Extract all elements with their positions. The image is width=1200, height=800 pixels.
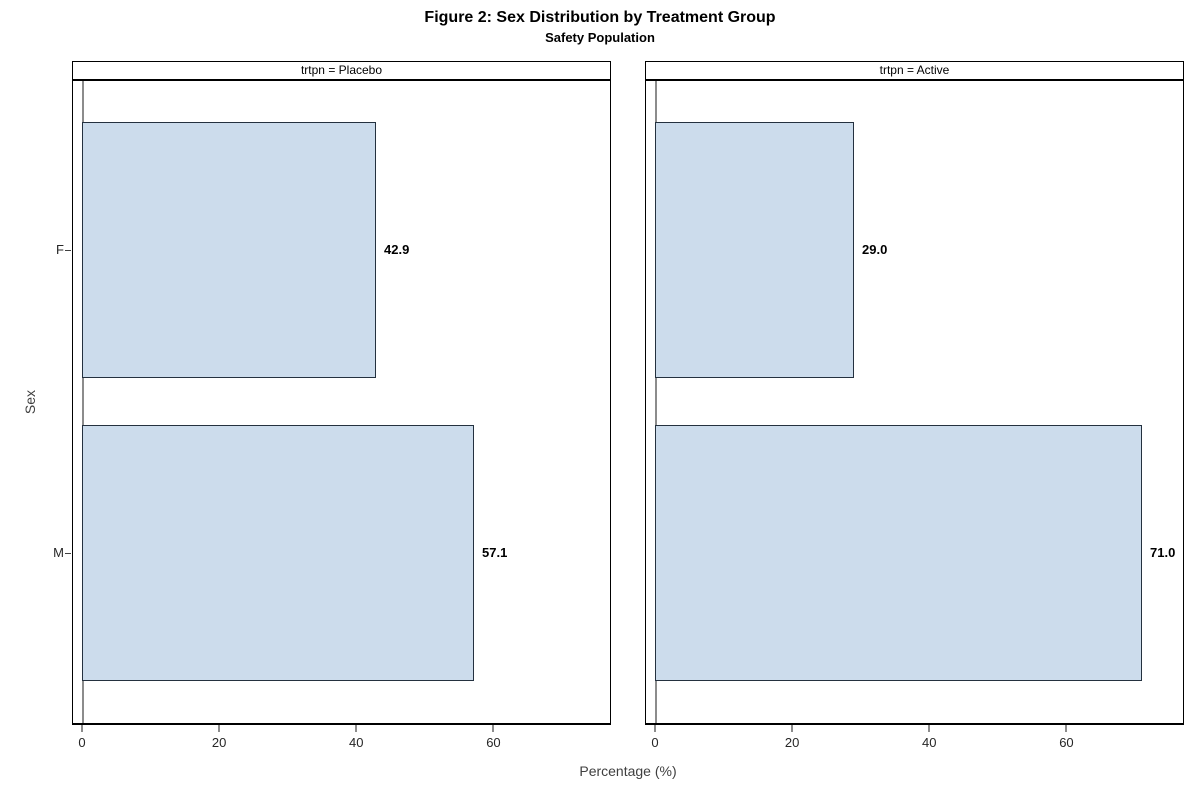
x-tick-label: 40 [349, 735, 364, 750]
x-tick-mark [492, 725, 495, 732]
chart-title: Figure 2: Sex Distribution by Treatment … [424, 9, 776, 26]
x-tick-mark [81, 725, 83, 732]
chart-subtitle: Safety Population [545, 30, 655, 45]
bar-f [655, 122, 854, 378]
y-tick-mark [65, 250, 71, 251]
x-tick-mark [654, 725, 656, 732]
x-tick-label: 0 [78, 735, 86, 750]
bar-data-label: 57.1 [482, 545, 508, 560]
bar-f [82, 122, 376, 378]
x-tick-mark [928, 725, 931, 732]
x-tick-mark [1065, 725, 1068, 732]
x-tick-mark [791, 725, 794, 732]
bar-m [82, 425, 474, 681]
x-tick-label: 60 [486, 735, 501, 750]
x-tick-mark [355, 725, 358, 732]
x-axis-baseline [82, 81, 84, 723]
bar-m [655, 425, 1142, 681]
bar-data-label: 29.0 [862, 242, 888, 257]
x-tick-label: 20 [784, 735, 800, 750]
y-tick-label: F [56, 242, 64, 257]
x-tick-label: 20 [211, 735, 227, 750]
panel-plot-area: 42.9 57.1 [72, 81, 611, 725]
y-tick-label: M [53, 545, 64, 560]
x-tick-label: 60 [1059, 735, 1074, 750]
y-axis-title: Sex [22, 389, 38, 415]
x-axis-baseline [655, 81, 657, 723]
panel-header: trtpn = Placebo [72, 61, 611, 81]
panel-plot-area: 29.0 71.0 [645, 81, 1184, 725]
x-tick-label: 0 [651, 735, 659, 750]
bar-data-label: 71.0 [1150, 545, 1176, 560]
x-tick-label: 40 [922, 735, 937, 750]
bar-data-label: 42.9 [384, 242, 410, 257]
x-tick-mark [218, 725, 221, 732]
y-tick-mark [65, 553, 71, 554]
x-axis-title: Percentage (%) [579, 763, 677, 779]
panel-header: trtpn = Active [645, 61, 1184, 81]
